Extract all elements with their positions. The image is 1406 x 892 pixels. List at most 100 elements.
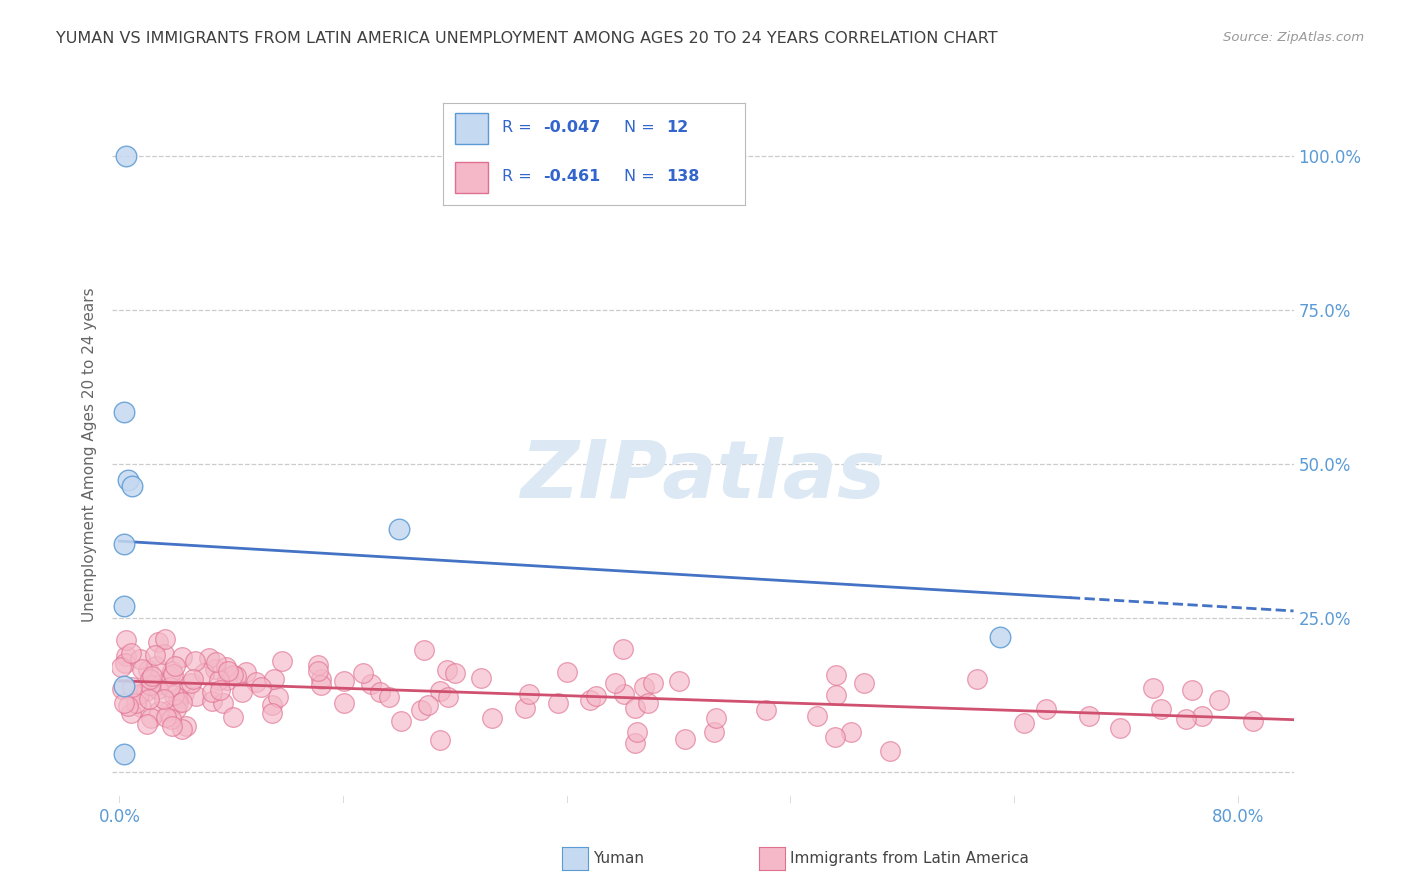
Point <box>143 648 166 663</box>
Point <box>138 692 160 706</box>
Point <box>131 661 153 675</box>
Point <box>117 699 139 714</box>
FancyBboxPatch shape <box>456 162 488 193</box>
Point <box>333 674 356 689</box>
Point <box>262 698 284 713</box>
Text: N =: N = <box>624 169 661 185</box>
Point <box>170 695 193 709</box>
Point <box>637 696 659 710</box>
Point <box>160 712 183 726</box>
Point <box>155 710 177 724</box>
Point <box>360 677 382 691</box>
Point <box>668 673 690 688</box>
Point <box>186 689 208 703</box>
Point <box>222 668 245 682</box>
Text: R =: R = <box>502 120 537 136</box>
Point <box>879 744 901 758</box>
Point <box>141 668 163 682</box>
Point <box>222 709 245 723</box>
Point <box>115 649 138 664</box>
Point <box>470 671 492 685</box>
Point <box>1181 682 1204 697</box>
Point <box>183 672 205 686</box>
Point <box>117 473 139 487</box>
Point <box>418 698 440 712</box>
Point <box>555 665 578 679</box>
Point <box>162 664 184 678</box>
Point <box>378 690 401 704</box>
Point <box>513 701 536 715</box>
Point <box>156 704 179 718</box>
Point <box>163 688 186 702</box>
Point <box>217 673 239 688</box>
Point <box>517 687 540 701</box>
Text: 138: 138 <box>666 169 700 185</box>
Point <box>184 654 207 668</box>
Point <box>389 714 412 728</box>
Point <box>613 687 636 701</box>
Text: -0.047: -0.047 <box>543 120 600 136</box>
Point <box>131 699 153 714</box>
Point <box>260 706 283 720</box>
Text: Yuman: Yuman <box>593 851 644 865</box>
Point <box>146 681 169 696</box>
Point <box>112 696 135 710</box>
Text: R =: R = <box>502 169 537 185</box>
Point <box>170 722 193 736</box>
Point <box>437 690 460 704</box>
Point <box>153 691 176 706</box>
Point <box>139 711 162 725</box>
Point <box>436 663 458 677</box>
Point <box>201 693 224 707</box>
Point <box>139 678 162 692</box>
Point <box>201 685 224 699</box>
Point <box>112 679 135 693</box>
Point <box>148 635 170 649</box>
Text: Immigrants from Latin America: Immigrants from Latin America <box>790 851 1029 865</box>
Point <box>115 149 138 163</box>
Point <box>1191 709 1213 723</box>
Point <box>120 706 142 720</box>
Point <box>623 701 645 715</box>
Text: Source: ZipAtlas.com: Source: ZipAtlas.com <box>1223 31 1364 45</box>
Point <box>411 703 433 717</box>
Point <box>162 666 184 681</box>
Point <box>120 646 142 660</box>
Point <box>853 675 876 690</box>
Point <box>170 649 193 664</box>
Point <box>988 630 1011 644</box>
Point <box>112 599 135 613</box>
Point <box>128 687 150 701</box>
Point <box>309 672 332 686</box>
Text: ZIPatlas: ZIPatlas <box>520 437 886 515</box>
Point <box>824 731 846 745</box>
Point <box>333 696 356 710</box>
Point <box>623 736 645 750</box>
Point <box>307 664 329 678</box>
Point <box>641 675 664 690</box>
Point <box>165 702 187 716</box>
Text: 12: 12 <box>666 120 689 136</box>
Point <box>1035 702 1057 716</box>
Point <box>370 684 392 698</box>
Point <box>612 642 634 657</box>
Point <box>966 672 988 686</box>
Point <box>579 693 602 707</box>
Point <box>755 703 778 717</box>
Point <box>135 684 157 698</box>
Point <box>603 676 626 690</box>
Point <box>110 660 132 674</box>
Point <box>413 643 436 657</box>
FancyBboxPatch shape <box>456 113 488 144</box>
Point <box>114 656 136 670</box>
Point <box>626 724 648 739</box>
Point <box>204 662 226 676</box>
Point <box>159 669 181 683</box>
Point <box>633 680 655 694</box>
Point <box>212 696 235 710</box>
Point <box>155 632 177 646</box>
Point <box>388 522 411 536</box>
Point <box>160 719 183 733</box>
Point <box>153 647 176 661</box>
Point <box>173 686 195 700</box>
